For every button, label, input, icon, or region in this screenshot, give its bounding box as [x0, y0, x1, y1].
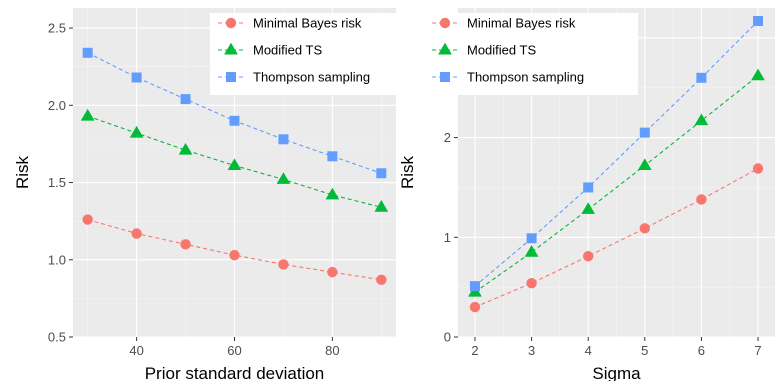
- data-point: [278, 259, 288, 269]
- data-point: [83, 48, 93, 58]
- legend-label: Modified TS: [467, 43, 536, 58]
- data-point: [181, 94, 191, 104]
- y-tick-label: 2.5: [48, 21, 66, 36]
- y-tick-label: 0: [444, 330, 451, 345]
- data-point: [82, 214, 92, 224]
- data-point: [640, 223, 650, 233]
- data-point: [470, 302, 480, 312]
- data-point: [180, 239, 190, 249]
- data-point: [696, 73, 706, 83]
- y-tick-label: 1: [444, 230, 451, 245]
- x-tick-label: 3: [528, 343, 535, 358]
- data-point: [640, 128, 650, 138]
- legend-key-marker: [440, 18, 450, 28]
- y-tick-label: 1.5: [48, 175, 66, 190]
- legend-label: Minimal Bayes risk: [253, 16, 362, 31]
- legend-label: Thompson sampling: [467, 70, 584, 85]
- data-point: [132, 73, 142, 83]
- data-point: [278, 134, 288, 144]
- legend-label: Modified TS: [253, 43, 322, 58]
- legend-key-marker: [226, 72, 236, 82]
- x-tick-label: 6: [698, 343, 705, 358]
- chart-panel-2: 0123234567SigmaRiskMinimal Bayes riskMod…: [398, 8, 775, 381]
- data-point: [229, 250, 239, 260]
- y-tick-label: 0.5: [48, 330, 66, 345]
- x-axis-title: Prior standard deviation: [145, 364, 325, 381]
- y-tick-label: 1.0: [48, 252, 66, 267]
- x-tick-label: 40: [129, 343, 143, 358]
- y-axis-title: Risk: [398, 155, 417, 189]
- data-point: [376, 275, 386, 285]
- data-point: [327, 267, 337, 277]
- x-axis-title: Sigma: [592, 364, 641, 381]
- y-tick-label: 2: [444, 130, 451, 145]
- y-axis-title: Risk: [13, 155, 32, 189]
- x-tick-label: 2: [471, 343, 478, 358]
- x-tick-label: 4: [585, 343, 592, 358]
- x-tick-label: 5: [641, 343, 648, 358]
- x-tick-label: 60: [227, 343, 241, 358]
- data-point: [753, 163, 763, 173]
- data-point: [753, 16, 763, 26]
- data-point: [583, 251, 593, 261]
- data-point: [696, 194, 706, 204]
- x-tick-label: 80: [325, 343, 339, 358]
- legend-label: Minimal Bayes risk: [467, 16, 576, 31]
- legend-label: Thompson sampling: [253, 70, 370, 85]
- y-tick-label: 2.0: [48, 98, 66, 113]
- data-point: [470, 281, 480, 291]
- data-point: [583, 182, 593, 192]
- data-point: [526, 278, 536, 288]
- data-point: [376, 168, 386, 178]
- legend-key-marker: [226, 18, 236, 28]
- legend-key-marker: [440, 72, 450, 82]
- data-point: [327, 151, 337, 161]
- data-point: [131, 228, 141, 238]
- data-point: [527, 233, 537, 243]
- data-point: [230, 116, 240, 126]
- x-tick-label: 7: [754, 343, 761, 358]
